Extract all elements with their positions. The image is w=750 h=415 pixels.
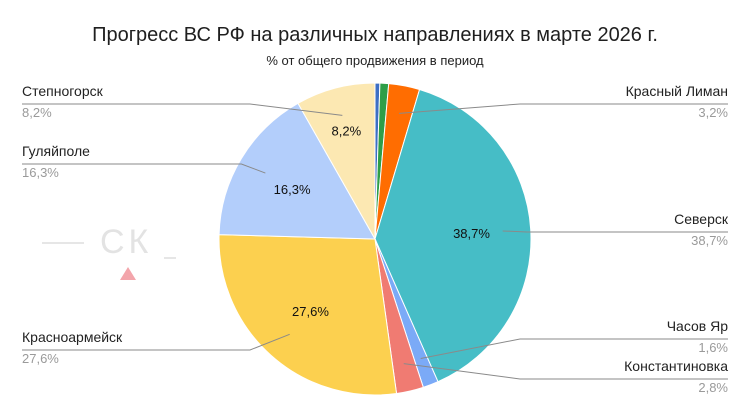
label-value-chasov-yar: 1,6% bbox=[698, 340, 728, 355]
label-value-seversk: 38,7% bbox=[691, 233, 728, 248]
leader-line-konstantinovka bbox=[403, 363, 728, 380]
slice-value-inside-krasnoarmeysk: 27,6% bbox=[292, 304, 329, 319]
leader-line-seversk bbox=[502, 230, 728, 233]
label-value-konstantinovka: 2,8% bbox=[698, 380, 728, 395]
watermark-logo: СК bbox=[42, 223, 176, 280]
pie-slice-stepnogorsk bbox=[297, 82, 376, 241]
label-name-stepnogorsk: Степногорск bbox=[22, 83, 104, 99]
pie-slice-krasnoarmeysk bbox=[218, 234, 398, 396]
leader-line-chasov-yar bbox=[420, 338, 728, 359]
label-value-gulyaypole: 16,3% bbox=[22, 165, 59, 180]
leader-line-stepnogorsk bbox=[22, 103, 343, 116]
label-name-konstantinovka: Константиновка bbox=[624, 358, 728, 374]
slice-value-inside-seversk: 38,7% bbox=[453, 226, 490, 241]
leader-line-krasnyy-liman bbox=[398, 103, 728, 114]
label-name-krasnoarmeysk: Красноармейск bbox=[22, 329, 123, 345]
pie-slice-gulyaypole bbox=[218, 102, 376, 240]
leader-line-krasnoarmeysk bbox=[22, 333, 290, 351]
label-value-krasnoarmeysk: 27,6% bbox=[22, 351, 59, 366]
chart-subtitle: % от общего продвижения в период bbox=[266, 53, 484, 68]
watermark-text: СК bbox=[100, 223, 152, 261]
label-value-krasnyy-liman: 3,2% bbox=[698, 105, 728, 120]
pie-slice-seversk bbox=[374, 88, 532, 383]
label-value-stepnogorsk: 8,2% bbox=[22, 105, 52, 120]
slice-value-inside-gulyaypole: 16,3% bbox=[274, 182, 311, 197]
leader-line-gulyaypole bbox=[22, 163, 266, 174]
label-name-krasnyy-liman: Красный Лиман bbox=[626, 83, 728, 99]
slice-value-inside-stepnogorsk: 8,2% bbox=[332, 123, 362, 138]
label-name-gulyaypole: Гуляйполе bbox=[22, 143, 90, 159]
label-name-seversk: Северск bbox=[674, 211, 729, 227]
chart-title: Прогресс ВС РФ на различных направлениях… bbox=[92, 24, 658, 46]
label-name-chasov-yar: Часов Яр bbox=[667, 318, 728, 334]
